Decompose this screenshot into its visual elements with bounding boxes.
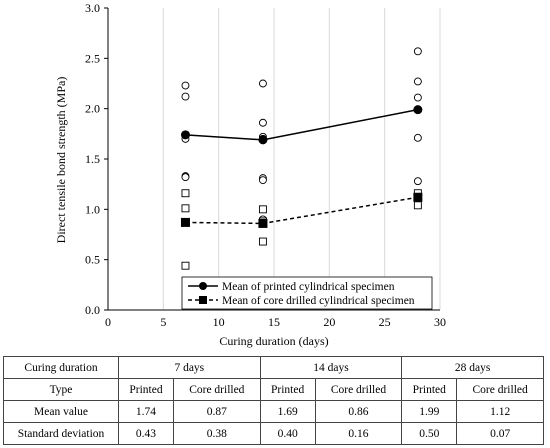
table-row: Mean value 1.74 0.87 1.69 0.86 1.99 1.12 (3, 400, 544, 423)
table-row: Standard deviation 0.43 0.38 0.40 0.16 0… (3, 422, 544, 445)
table-row-label: Standard deviation (3, 422, 119, 445)
data-point-mean-printed (413, 105, 423, 115)
table-row-label: Mean value (3, 400, 119, 423)
table-cell: Printed (259, 378, 316, 401)
table-cell: 1.99 (401, 400, 458, 423)
statistics-table: Curing duration 7 days 14 days 28 days T… (3, 356, 544, 445)
grid-lines (162, 8, 441, 310)
table-cell: 0.50 (401, 422, 458, 445)
legend-marker-printed (199, 282, 207, 290)
table-cell: 1.69 (259, 400, 316, 423)
table-group-7-days: 7 days (118, 356, 261, 379)
x-tick-label: 20 (323, 315, 335, 329)
x-tick-label: 30 (434, 315, 446, 329)
legend-box (181, 276, 433, 310)
data-point-printed (413, 77, 422, 86)
series-line-1 (185, 196, 418, 225)
data-point-core (181, 261, 190, 270)
x-tick-label: 25 (379, 315, 391, 329)
legend-label-core: Mean of core drilled cylindrical specime… (222, 295, 415, 307)
x-tick-label: 5 (160, 315, 166, 329)
data-point-mean-printed (258, 135, 268, 145)
data-point-core (181, 189, 190, 198)
table-header-row: Curing duration 7 days 14 days 28 days (3, 356, 544, 379)
data-point-printed (181, 92, 190, 101)
data-point-printed (181, 173, 190, 182)
data-point-mean-core (258, 218, 268, 228)
table-group-28-days: 28 days (401, 356, 544, 379)
table-cell: 0.07 (456, 422, 544, 445)
table-group-14-days: 14 days (259, 356, 403, 379)
data-points (180, 47, 423, 270)
series-line-0 (185, 108, 419, 141)
y-tick-label: 0.5 (85, 253, 100, 267)
data-point-printed (258, 176, 267, 185)
data-point-printed (413, 47, 422, 56)
table-cell: Printed (118, 378, 174, 401)
data-point-printed (181, 81, 190, 90)
table-cell: Core drilled (456, 378, 544, 401)
y-tick-label: 1.0 (85, 202, 100, 216)
data-point-mean-core (413, 192, 423, 202)
legend: Mean of printed cylindrical specimen Mea… (181, 276, 433, 310)
x-axis-label: Curing duration (days) (219, 334, 328, 348)
table-cell: Core drilled (314, 378, 403, 401)
table-cell: 0.87 (172, 400, 261, 423)
data-point-printed (413, 93, 422, 102)
y-tick-labels: 0.0 0.5 1.0 1.5 2.0 2.5 3.0 (85, 1, 100, 317)
x-tick-label: 0 (105, 315, 111, 329)
y-tick-label: 3.0 (85, 1, 100, 15)
legend-label-printed: Mean of printed cylindrical specimen (222, 281, 395, 293)
y-tick-label: 2.0 (85, 102, 100, 116)
data-point-printed (413, 133, 422, 142)
y-tick-label: 1.5 (85, 152, 100, 166)
table-cell: Core drilled (172, 378, 261, 401)
table-type-row: Type Printed Core drilled Printed Core d… (3, 378, 544, 401)
table-row-label: Type (3, 378, 119, 401)
data-point-core (258, 237, 267, 246)
table-cell: 0.40 (259, 422, 316, 445)
axes (104, 7, 440, 311)
data-point-mean-printed (180, 130, 190, 140)
x-tick-label: 10 (213, 315, 225, 329)
table-cell: Printed (401, 378, 458, 401)
table-cell: 0.38 (172, 422, 261, 445)
data-point-core (413, 201, 422, 210)
x-tick-labels: 0 5 10 15 20 25 30 (105, 315, 446, 329)
table-cell: 0.43 (118, 422, 174, 445)
data-point-core (181, 204, 190, 213)
table-header-label: Curing duration (3, 356, 119, 379)
data-point-core (258, 205, 267, 214)
table-cell: 1.74 (118, 400, 174, 423)
data-point-printed (413, 177, 422, 186)
chart: 0 5 10 15 20 25 30 0.0 0.5 1.0 1.5 2.0 2.5 3.0 Curin… (54, 1, 446, 348)
data-point-mean-core (180, 217, 190, 227)
y-axis-label: Direct tensile bond strength (MPa) (54, 77, 68, 244)
y-tick-label: 0.0 (85, 303, 100, 317)
table-cell: 0.16 (314, 422, 403, 445)
data-point-printed (258, 79, 267, 88)
y-tick-label: 2.5 (85, 51, 100, 65)
table-cell: 0.86 (314, 400, 403, 423)
x-tick-label: 15 (268, 315, 280, 329)
legend-marker-core (199, 296, 207, 304)
data-point-printed (258, 118, 267, 127)
mean-lines (185, 108, 419, 225)
table-cell: 1.12 (456, 400, 544, 423)
